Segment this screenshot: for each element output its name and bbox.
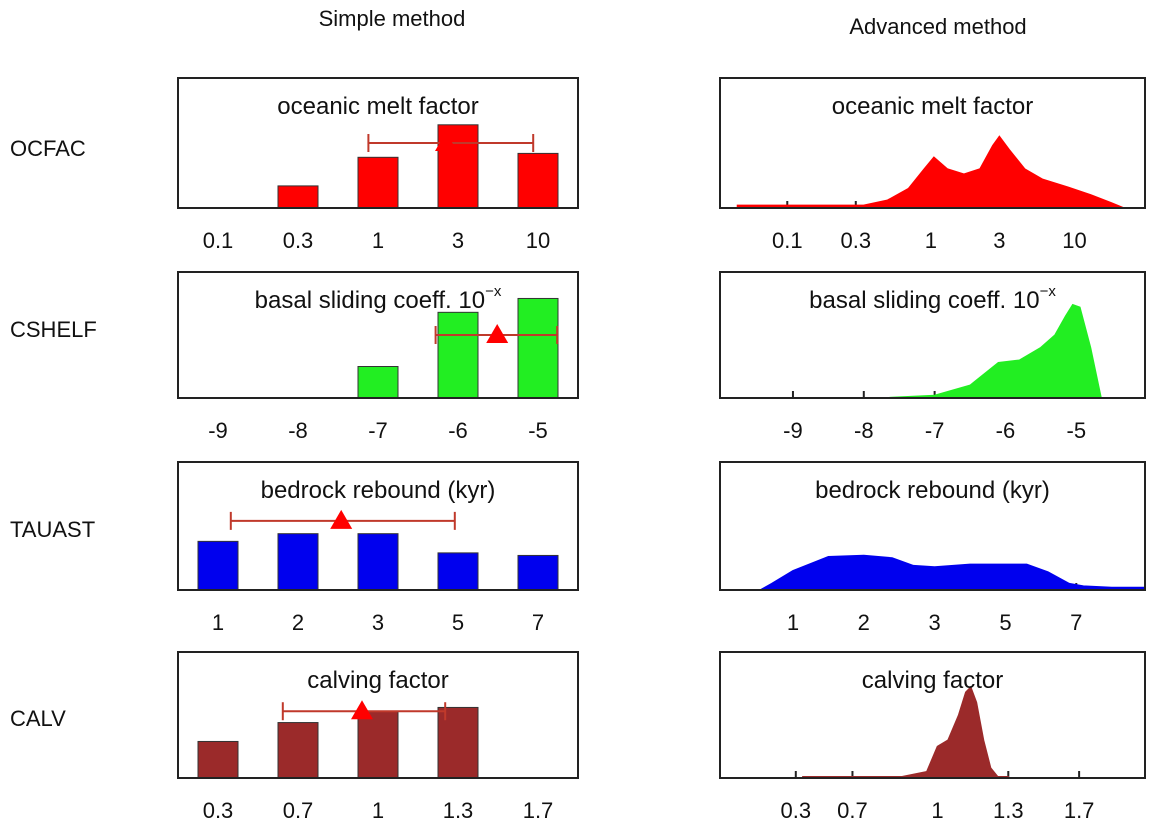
bar [517, 297, 559, 399]
x-tick-label: 5 [999, 610, 1011, 635]
x-tick-label: 7 [532, 610, 544, 635]
panel-title-text: basal sliding coeff. 10 [255, 287, 485, 314]
x-tick-label: -9 [783, 418, 803, 443]
bar [197, 740, 239, 779]
bar [197, 540, 239, 591]
panel-title: basal sliding coeff. 10−x [255, 283, 502, 314]
bar [357, 533, 399, 591]
x-tick-label: -6 [996, 418, 1016, 443]
panel-title: oceanic melt factor [277, 93, 478, 120]
x-tick-label: 10 [526, 228, 550, 253]
panel-title-text: basal sliding coeff. 10 [809, 287, 1039, 314]
column-title: Advanced method [849, 14, 1026, 39]
panel-title-superscript: −x [485, 283, 502, 300]
bar [357, 366, 399, 399]
x-tick-label: 0.3 [780, 798, 811, 823]
x-tick-label: 1 [372, 798, 384, 823]
x-tick-label: 1 [925, 228, 937, 253]
panel-title-text: bedrock rebound (kyr) [815, 477, 1050, 504]
bar [517, 554, 559, 591]
x-tick-label: -8 [854, 418, 874, 443]
x-tick-label: 1 [372, 228, 384, 253]
x-tick-label: 0.3 [203, 798, 234, 823]
x-tick-label: 0.1 [772, 228, 803, 253]
x-tick-label: 3 [993, 228, 1005, 253]
panel-frame [177, 651, 579, 779]
density-area [802, 685, 1010, 779]
x-tick-label: 0.3 [840, 228, 871, 253]
bar [277, 185, 319, 209]
x-tick-label: -5 [1067, 418, 1087, 443]
panel-frame [719, 461, 1146, 591]
x-tick-label: 1.7 [1064, 798, 1095, 823]
x-tick-label: 5 [452, 610, 464, 635]
estimate-marker [330, 509, 353, 529]
x-tick-label: -5 [528, 418, 548, 443]
x-tick-label: 3 [929, 610, 941, 635]
x-tick-label: -7 [925, 418, 945, 443]
x-tick-label: 1 [212, 610, 224, 635]
x-tick-label: 10 [1062, 228, 1086, 253]
panel-frame [719, 77, 1146, 209]
panel-title: bedrock rebound (kyr) [261, 477, 496, 504]
bar [517, 152, 559, 209]
density-area [757, 554, 1146, 591]
panel-frame [177, 271, 579, 399]
x-tick-label: -9 [208, 418, 228, 443]
x-tick-label: 1.7 [523, 798, 554, 823]
panel-title-text: calving factor [862, 667, 1003, 694]
panel-title: basal sliding coeff. 10−x [809, 283, 1056, 314]
x-tick-label: 3 [372, 610, 384, 635]
panel-frame [177, 77, 579, 209]
row-label: CSHELF [10, 317, 97, 342]
bar [437, 552, 479, 591]
estimate-marker [351, 700, 373, 720]
x-tick-label: 0.3 [283, 228, 314, 253]
bar [437, 706, 479, 779]
density-area [736, 135, 1124, 209]
panel-title-text: oceanic melt factor [832, 93, 1033, 120]
panel-title: oceanic melt factor [832, 93, 1033, 120]
row-label: CALV [10, 706, 66, 731]
panel-title: calving factor [862, 667, 1003, 694]
x-tick-label: 1 [931, 798, 943, 823]
bar [277, 533, 319, 591]
panel-title: bedrock rebound (kyr) [815, 477, 1050, 504]
bar [357, 710, 399, 779]
x-tick-label: 0.1 [203, 228, 234, 253]
x-tick-label: 1 [787, 610, 799, 635]
panel-title-text: oceanic melt factor [277, 93, 478, 120]
panel-frame [177, 461, 579, 591]
x-tick-label: 1.3 [993, 798, 1024, 823]
x-tick-label: 1.3 [443, 798, 474, 823]
x-tick-label: -6 [448, 418, 468, 443]
x-tick-label: -8 [288, 418, 308, 443]
column-title: Simple method [319, 6, 466, 31]
bar [277, 722, 319, 779]
panel-frame [719, 271, 1146, 399]
panel-title-text: calving factor [307, 667, 448, 694]
panel-title-text: bedrock rebound (kyr) [261, 477, 496, 504]
x-tick-label: 7 [1070, 610, 1082, 635]
bar [357, 156, 399, 209]
x-tick-label: 3 [452, 228, 464, 253]
x-tick-label: 0.7 [283, 798, 314, 823]
panel-title-superscript: −x [1040, 283, 1057, 300]
panel-frame [719, 651, 1146, 779]
row-label: OCFAC [10, 136, 86, 161]
estimate-marker [435, 132, 457, 151]
x-tick-label: -7 [368, 418, 388, 443]
row-label: TAUAST [10, 517, 95, 542]
x-tick-label: 0.7 [837, 798, 868, 823]
estimate-marker [486, 324, 509, 343]
density-area [881, 303, 1103, 399]
bar [437, 311, 479, 399]
x-tick-label: 2 [858, 610, 870, 635]
panel-title: calving factor [307, 667, 448, 694]
x-tick-label: 2 [292, 610, 304, 635]
